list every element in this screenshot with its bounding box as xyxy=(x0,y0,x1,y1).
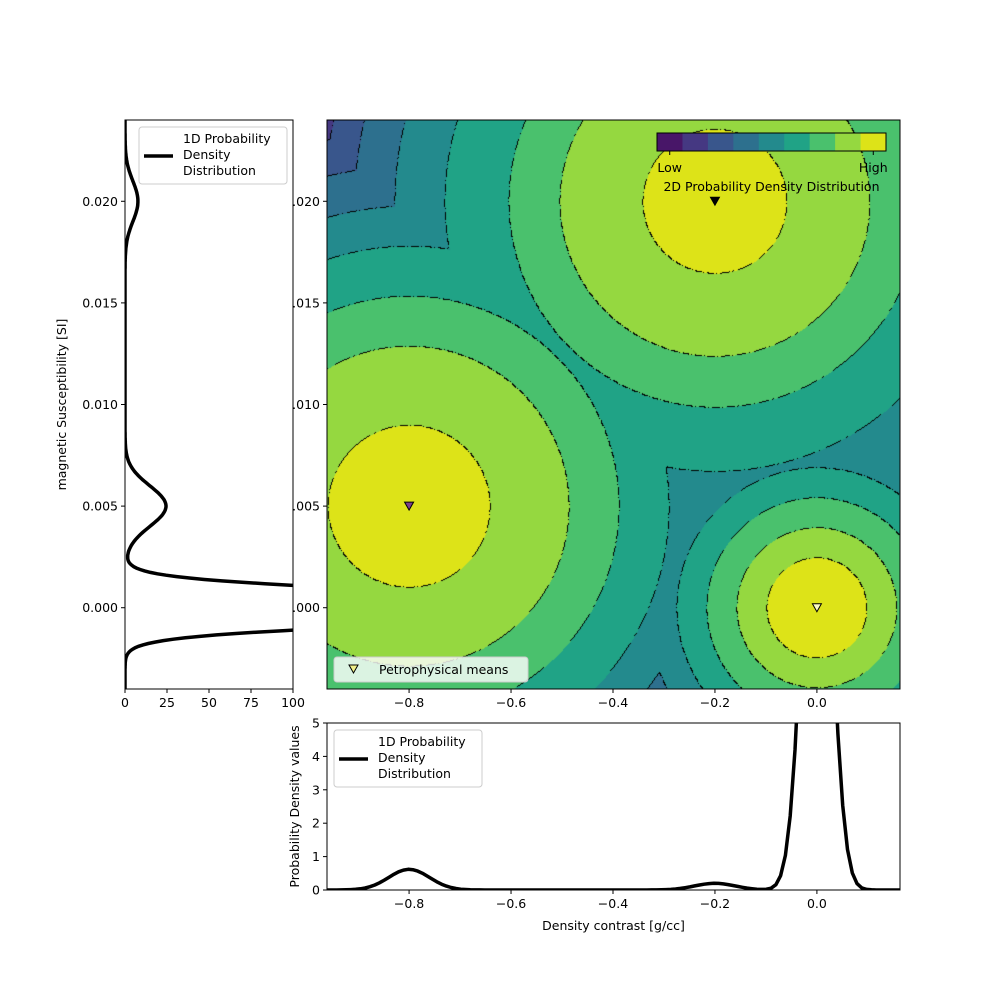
legend-label: Density xyxy=(378,750,426,765)
main-legend: Petrophysical means xyxy=(333,656,529,683)
x-tick-label: 0 xyxy=(121,695,129,710)
petrophysical-mean-marker xyxy=(709,196,721,207)
colorbar: Low High 2D Probability Density Distributi… xyxy=(656,132,888,194)
legend-box xyxy=(333,729,483,788)
colorbar-swatch xyxy=(682,133,709,151)
colorbar-swatch xyxy=(784,133,811,151)
x-tick-label: −0.2 xyxy=(700,695,730,710)
y-axis-label: magnetic Susceptibility [SI] xyxy=(54,319,69,491)
legend-label: Petrophysical means xyxy=(379,662,508,677)
y-tick-label: 0.020 xyxy=(82,194,118,209)
y-tick-label: 3 xyxy=(312,782,320,797)
petrophysical-mean-marker xyxy=(403,501,415,512)
colorbar-swatch xyxy=(758,133,785,151)
y-tick-label: 5 xyxy=(312,716,320,731)
x-tick-label: −0.2 xyxy=(700,896,730,911)
left-axes-background xyxy=(0,118,294,727)
x-tick-label: 100 xyxy=(281,695,305,710)
y-tick-label: 4 xyxy=(312,749,320,764)
x-tick-label: −0.8 xyxy=(394,896,424,911)
petrophysical-mean-marker xyxy=(811,603,823,613)
legend-label: 1D Probability xyxy=(378,734,466,749)
x-tick-label: 25 xyxy=(159,695,175,710)
density-curve-contrast xyxy=(327,723,900,890)
y-tick-label: 0 xyxy=(312,883,320,898)
colorbar-label: 2D Probability Density Distribution xyxy=(663,179,879,194)
colorbar-swatch xyxy=(657,133,683,151)
x-tick-label: 0.0 xyxy=(807,896,827,911)
density-curve-susceptibility xyxy=(125,120,293,689)
main-axes: −0.8 −0.6 −0.4 −0.2 0.00.0000.0050.0100.0150… xyxy=(284,132,888,710)
x-tick-label: 50 xyxy=(201,695,217,710)
contour-plot-2d xyxy=(327,120,900,689)
colorbar-swatch xyxy=(809,133,836,151)
legend-box xyxy=(138,126,288,185)
colorbar-swatch xyxy=(860,133,887,151)
legend-label: Density xyxy=(183,147,231,162)
colorbar-frame xyxy=(656,132,887,152)
y-tick-label: 0.010 xyxy=(82,397,118,412)
legend-label: Distribution xyxy=(378,766,451,781)
legend-label: 1D Probability xyxy=(183,131,271,146)
x-axis-label: Density contrast [g/cc] xyxy=(542,918,685,933)
y-tick-label: 0.015 xyxy=(82,295,118,310)
bottom-axes: −0.8 −0.6 −0.4 −0.2 0.0 0 1 2 3 4 5 Density contras… xyxy=(287,716,900,933)
x-tick-label: −0.6 xyxy=(496,695,526,710)
y-tick-label: 0.005 xyxy=(82,499,118,514)
y-tick-label: 0.000 xyxy=(82,600,118,615)
y-tick-label: 2 xyxy=(312,816,320,831)
legend-marker xyxy=(348,664,359,675)
x-tick-label: −0.4 xyxy=(598,695,628,710)
colorbar-swatch xyxy=(733,133,760,151)
x-tick-label: 0.0 xyxy=(807,695,827,710)
colorbar-low-label: Low xyxy=(657,160,682,175)
colorbar-swatch xyxy=(835,133,862,151)
x-tick-label: −0.8 xyxy=(394,695,424,710)
colorbar-swatch xyxy=(707,133,734,151)
y-axis-label: Probability Density values xyxy=(287,725,302,887)
x-tick-label: 75 xyxy=(243,695,259,710)
y-tick-label: 1 xyxy=(312,849,320,864)
main-axes-frame xyxy=(326,119,901,690)
left-axes: 0 25 50 75 100 0.000 0.005 0.010 0.015 0.020 magne… xyxy=(0,118,305,727)
left-axes-frame xyxy=(124,119,294,690)
legend-box xyxy=(333,656,529,683)
x-tick-label: −0.4 xyxy=(598,896,628,911)
legend-label: Distribution xyxy=(183,163,256,178)
x-tick-label: −0.6 xyxy=(496,896,526,911)
colorbar-high-label: High xyxy=(859,160,888,175)
bottom-axes-frame xyxy=(326,722,901,891)
